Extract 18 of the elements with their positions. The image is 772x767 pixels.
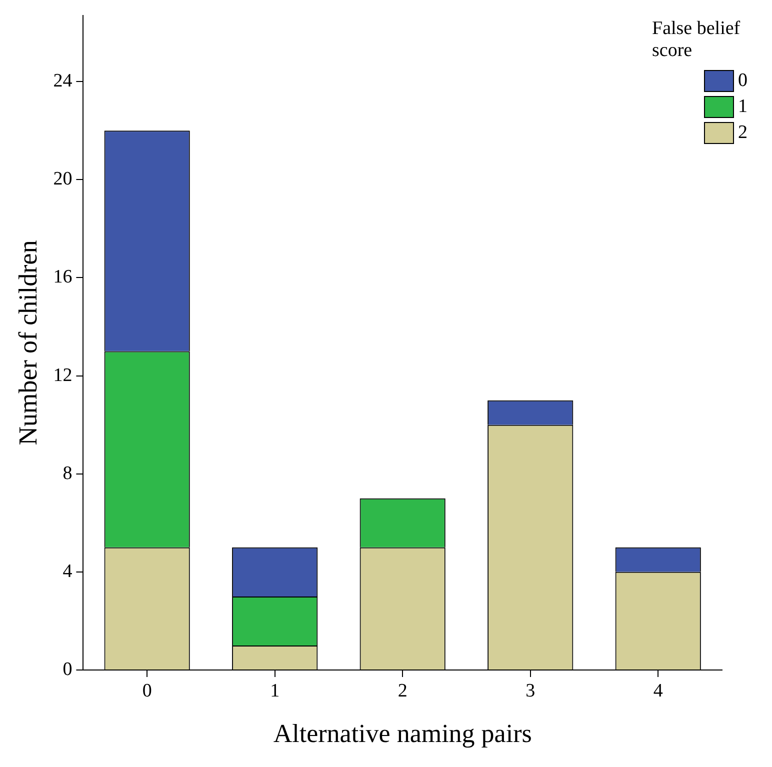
- y-tick-label: 12: [53, 364, 72, 386]
- x-tick-label: 1: [270, 680, 280, 702]
- legend-title: False belief score: [652, 18, 742, 62]
- y-tick-label: 8: [62, 462, 72, 484]
- legend-label: 0: [738, 70, 748, 92]
- legend-label: 1: [738, 96, 748, 118]
- y-axis-title: Number of children: [13, 240, 42, 446]
- y-tick-label: 24: [53, 70, 73, 92]
- x-tick-label: 3: [526, 680, 536, 702]
- y-tick-label: 4: [62, 560, 73, 582]
- x-tick-label: 0: [142, 680, 152, 702]
- y-tick-label: 16: [53, 266, 72, 288]
- legend-label: 2: [738, 122, 748, 144]
- y-tick-label: 20: [53, 168, 72, 190]
- x-tick-label: 2: [398, 680, 408, 702]
- x-axis-title: Alternative naming pairs: [273, 719, 532, 748]
- y-tick-label: 0: [62, 658, 72, 680]
- x-tick-label: 4: [653, 680, 664, 702]
